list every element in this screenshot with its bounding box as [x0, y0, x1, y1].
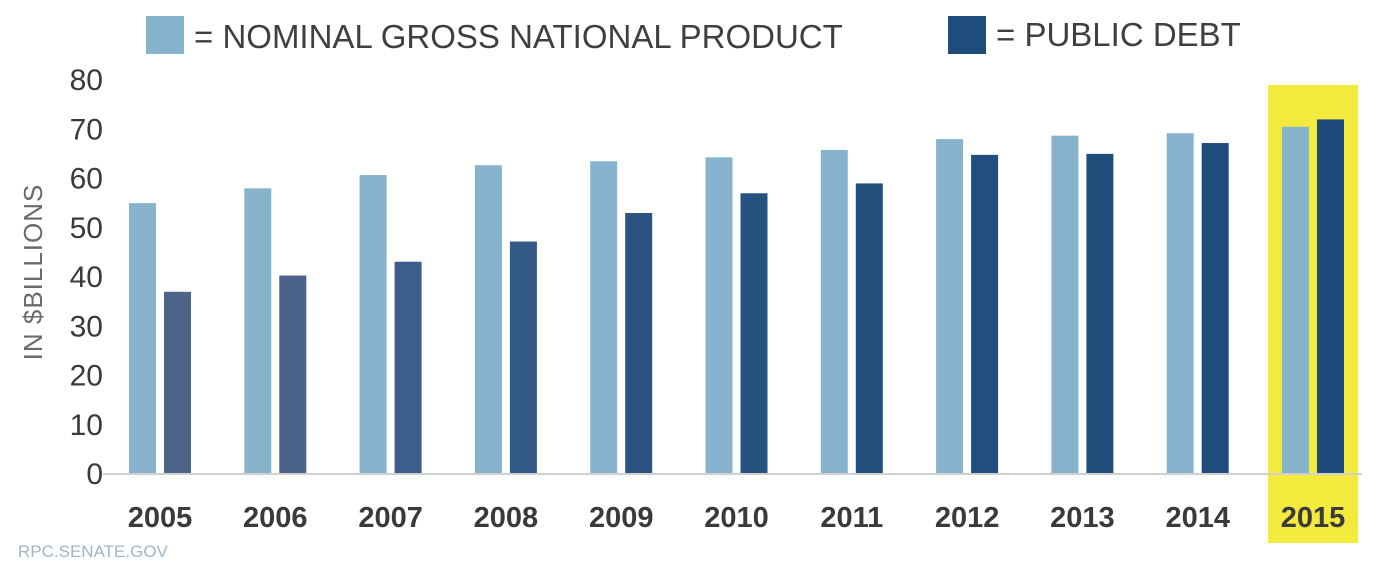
bar-gnp-2010 [705, 157, 733, 474]
bar-gnp-2013 [1051, 135, 1079, 474]
legend-swatch-debt [948, 16, 986, 54]
y-tick-label: 40 [70, 261, 103, 294]
x-tick-label-2008: 2008 [474, 502, 539, 534]
bar-gnp-2006 [244, 188, 272, 474]
x-tick-label-2013: 2013 [1050, 502, 1115, 534]
y-tick-label: 30 [70, 310, 103, 343]
x-tick-label-2009: 2009 [589, 502, 654, 534]
bar-gnp-2015 [1282, 126, 1309, 474]
x-tick-label-2015: 2015 [1281, 502, 1346, 534]
legend-swatch-gnp [146, 16, 184, 54]
legend-label-debt: = PUBLIC DEBT [996, 16, 1241, 53]
bar-debt-2015 [1317, 119, 1344, 475]
bar-debt-2005 [164, 291, 191, 474]
x-tick-label-2011: 2011 [820, 502, 883, 534]
bar-gnp-2005 [129, 203, 156, 474]
x-tick-label-2006: 2006 [243, 502, 308, 534]
bar-gnp-2009 [590, 161, 618, 474]
x-tick-label-2014: 2014 [1165, 502, 1230, 534]
x-ticks: 2005 2006 2007 2008 2009 2010 2011 2012 2013 2014… [128, 502, 1346, 534]
y-ticks: 0 10 20 30 40 50 60 70 80 [70, 64, 103, 491]
y-tick-label: 60 [70, 163, 103, 196]
x-tick-label-2012: 2012 [935, 502, 1000, 534]
bar-gnp-2007 [359, 175, 387, 475]
y-axis-label: IN $BILLIONS [18, 184, 48, 361]
y-tick-label: 70 [70, 113, 103, 146]
bar-gnp-2014 [1166, 133, 1194, 474]
x-tick-label-2005: 2005 [128, 502, 193, 534]
x-tick-label-2007: 2007 [358, 502, 423, 534]
bar-debt-2008 [509, 241, 537, 474]
bar-debt-2012 [971, 154, 999, 475]
bar-gnp-2011 [820, 149, 848, 474]
y-tick-label: 10 [70, 409, 103, 442]
y-tick-label: 50 [70, 212, 103, 245]
bar-debt-2013 [1086, 153, 1114, 474]
bar-gnp-2008 [474, 165, 502, 474]
legend-label-gnp: = NOMINAL GROSS NATIONAL PRODUCT [194, 18, 843, 55]
legend: = NOMINAL GROSS NATIONAL PRODUCT = PUBLI… [146, 16, 1241, 55]
source-label: RPC.SENATE.GOV [18, 542, 169, 561]
bar-debt-2010 [740, 193, 768, 474]
bar-debt-2009 [625, 212, 653, 474]
bar-gnp-2012 [936, 139, 964, 474]
x-tick-label-2010: 2010 [704, 502, 769, 534]
bar-debt-2006 [279, 275, 307, 474]
bar-debt-2007 [394, 261, 422, 474]
bar-debt-2011 [855, 183, 883, 475]
bars [129, 119, 1344, 475]
y-tick-label: 80 [70, 64, 103, 97]
y-tick-label: 20 [70, 360, 103, 393]
y-tick-label: 0 [86, 458, 103, 491]
bar-debt-2014 [1201, 143, 1229, 475]
